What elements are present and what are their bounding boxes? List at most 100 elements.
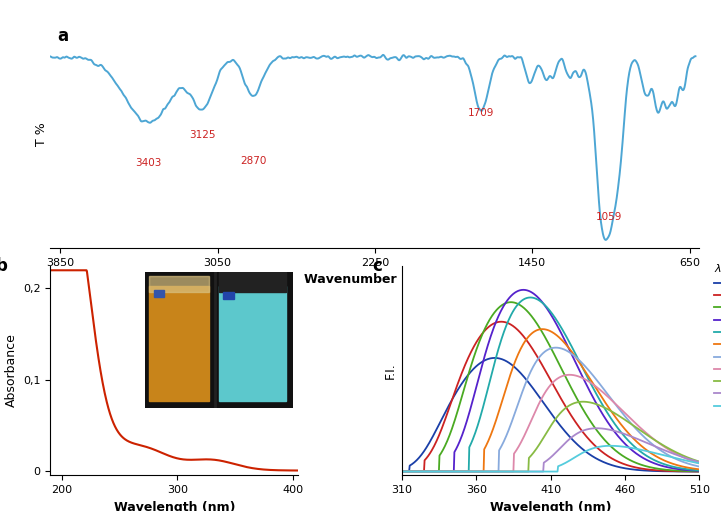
300 (541, 403, 550, 409)
370 (689, 458, 697, 464)
370 (575, 374, 584, 380)
Y-axis label: F.I.: F.I. (384, 362, 397, 379)
310 (695, 469, 704, 475)
Text: a: a (57, 27, 68, 45)
Y-axis label: Absorbance: Absorbance (4, 334, 17, 407)
350 (559, 339, 568, 345)
Line: 330: 330 (402, 290, 699, 472)
340 (575, 359, 584, 365)
390 (575, 429, 583, 435)
Text: 1059: 1059 (596, 212, 622, 222)
320 (539, 332, 548, 338)
340 (541, 303, 550, 309)
360 (539, 350, 547, 356)
350 (689, 466, 697, 472)
330 (642, 457, 650, 463)
Line: 390: 390 (402, 428, 699, 472)
400 (606, 443, 615, 449)
400 (642, 448, 650, 454)
320 (689, 468, 697, 474)
X-axis label: Wavenumber (cm⁻¹): Wavenumber (cm⁻¹) (304, 273, 446, 286)
380 (689, 456, 697, 462)
Text: 3403: 3403 (135, 158, 162, 168)
300 (575, 444, 584, 450)
Y-axis label: T %: T % (35, 122, 48, 146)
310 (397, 469, 406, 475)
370 (642, 430, 650, 436)
Line: 310: 310 (402, 322, 699, 472)
390 (397, 469, 406, 475)
300 (642, 468, 650, 474)
400 (559, 461, 567, 467)
360 (397, 469, 406, 475)
320 (507, 299, 516, 305)
320 (642, 463, 650, 469)
Line: 380: 380 (402, 402, 699, 472)
400 (539, 469, 547, 475)
300 (539, 400, 548, 406)
300 (490, 355, 499, 361)
320 (695, 468, 704, 474)
Line: 400: 400 (402, 446, 699, 472)
390 (559, 443, 567, 449)
340 (539, 301, 548, 307)
310 (497, 319, 506, 325)
370 (559, 373, 567, 379)
380 (695, 458, 704, 464)
400 (541, 469, 549, 475)
400 (695, 460, 704, 467)
330 (541, 304, 550, 310)
Text: 3125: 3125 (190, 130, 216, 140)
300 (695, 469, 704, 475)
X-axis label: Wavelength (nm): Wavelength (nm) (114, 500, 235, 511)
340 (689, 467, 697, 473)
360 (695, 463, 704, 470)
Line: 300: 300 (402, 358, 699, 472)
400 (689, 459, 697, 465)
340 (695, 467, 704, 473)
360 (689, 462, 697, 468)
380 (642, 431, 650, 437)
Text: c: c (372, 258, 382, 275)
350 (575, 360, 584, 366)
370 (541, 389, 549, 396)
390 (695, 459, 704, 465)
380 (575, 399, 583, 405)
320 (397, 469, 406, 475)
330 (575, 367, 584, 374)
350 (541, 327, 550, 333)
300 (559, 427, 568, 433)
Text: 2870: 2870 (240, 155, 266, 166)
Line: 320: 320 (402, 302, 699, 472)
360 (642, 436, 650, 442)
350 (642, 447, 650, 453)
330 (519, 287, 528, 293)
390 (539, 469, 547, 475)
370 (565, 371, 574, 378)
Line: 360: 360 (402, 347, 699, 472)
310 (689, 469, 697, 475)
360 (541, 349, 549, 355)
370 (539, 392, 547, 399)
340 (397, 469, 406, 475)
X-axis label: Wavelength (nm): Wavelength (nm) (490, 500, 611, 511)
350 (397, 469, 406, 475)
310 (539, 365, 548, 371)
400 (397, 469, 406, 475)
380 (397, 469, 406, 475)
320 (541, 335, 550, 341)
350 (539, 326, 547, 332)
320 (575, 400, 584, 406)
350 (539, 326, 548, 332)
360 (575, 358, 584, 364)
350 (695, 466, 704, 472)
340 (526, 294, 534, 300)
Line: 370: 370 (402, 375, 699, 472)
340 (642, 453, 650, 459)
Line: 350: 350 (402, 329, 699, 472)
330 (397, 469, 406, 475)
380 (539, 435, 547, 442)
390 (689, 457, 697, 463)
360 (552, 344, 560, 351)
400 (575, 452, 583, 458)
